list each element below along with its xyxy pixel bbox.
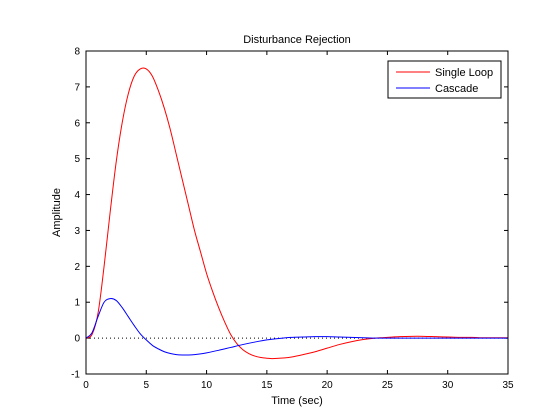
y-tick-label: 8	[74, 47, 80, 58]
y-tick-label: 7	[74, 82, 80, 93]
x-tick-label: 25	[382, 380, 394, 391]
legend-box	[387, 60, 502, 99]
y-tick-label: 1	[74, 298, 80, 309]
legend-label: Cascade	[435, 83, 478, 95]
y-tick-label: 4	[74, 190, 80, 201]
legend-label: Single Loop	[435, 67, 493, 79]
y-tick-label: 3	[74, 226, 80, 237]
legend: Single Loop Cascade	[387, 60, 502, 99]
y-tick-label: 2	[74, 262, 80, 273]
series-layer	[85, 67, 508, 360]
x-tick-label: 5	[144, 380, 150, 391]
y-tick-label: 6	[74, 118, 80, 129]
x-tick-label: 35	[502, 380, 514, 391]
y-tick-label: -1	[71, 370, 80, 381]
x-tick-label: 20	[322, 380, 334, 391]
x-axis-label: Time (sec)	[271, 395, 323, 407]
chart-title: Disturbance Rejection	[243, 34, 351, 46]
y-axis-label: Amplitude	[51, 188, 63, 237]
x-tick-label: 0	[83, 380, 89, 391]
plot-area	[86, 51, 508, 374]
y-tick-label: 0	[74, 334, 80, 345]
y-tick-label: 5	[74, 154, 80, 165]
plot-frame	[85, 50, 509, 375]
x-tick-label: 10	[201, 380, 213, 391]
x-tick-label: 15	[261, 380, 273, 391]
x-tick-label: 30	[442, 380, 454, 391]
series-line-cascade	[85, 298, 508, 356]
series-line-single-loop	[85, 67, 508, 360]
